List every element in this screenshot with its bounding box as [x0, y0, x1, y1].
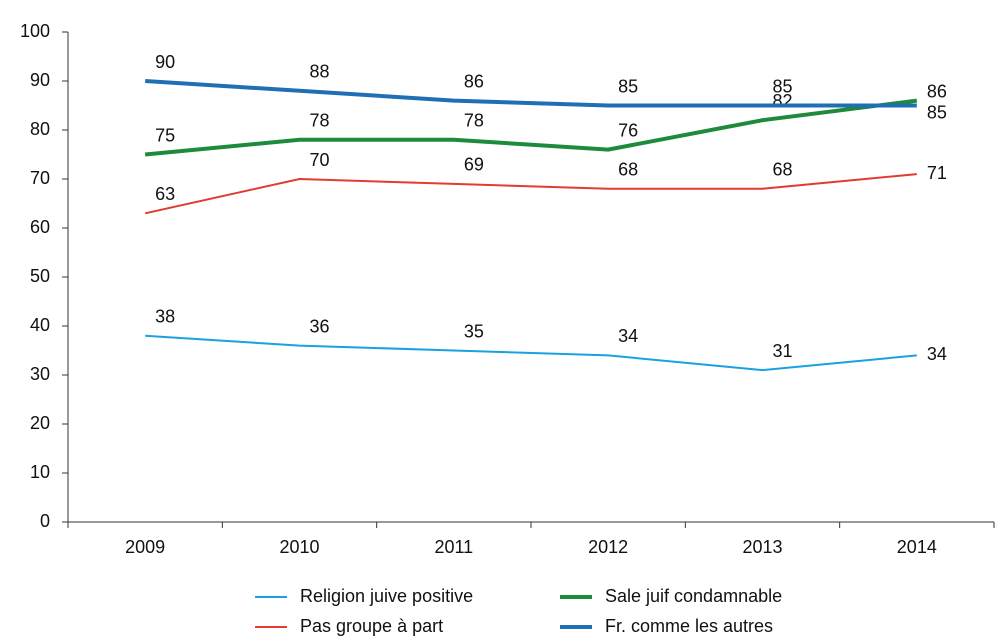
y-tick-label: 100 [20, 21, 50, 41]
y-tick-label: 70 [30, 168, 50, 188]
data-label: 78 [464, 111, 484, 131]
data-label: 36 [309, 316, 329, 336]
series-line [144, 173, 917, 215]
data-label: 69 [464, 155, 484, 175]
data-label: 68 [772, 160, 792, 180]
x-tick-label: 2014 [897, 537, 937, 557]
data-label: 76 [618, 120, 638, 140]
data-label: 34 [618, 326, 638, 346]
y-tick-label: 20 [30, 413, 50, 433]
y-tick-label: 50 [30, 266, 50, 286]
y-tick-label: 10 [30, 462, 50, 482]
x-tick-label: 2012 [588, 537, 628, 557]
x-tick-label: 2010 [279, 537, 319, 557]
y-tick-label: 80 [30, 119, 50, 139]
data-label: 70 [309, 150, 329, 170]
series-line [145, 334, 917, 372]
y-tick-label: 60 [30, 217, 50, 237]
data-label: 31 [772, 341, 792, 361]
data-label: 71 [927, 163, 947, 183]
data-label: 34 [927, 344, 947, 364]
data-label: 78 [309, 111, 329, 131]
series-line [145, 79, 917, 108]
legend-label: Religion juive positive [300, 586, 473, 606]
data-label: 86 [464, 71, 484, 91]
data-label: 90 [155, 52, 175, 72]
data-label: 68 [618, 160, 638, 180]
x-tick-label: 2011 [434, 537, 473, 557]
data-label: 85 [618, 76, 638, 96]
data-label: 35 [464, 321, 484, 341]
data-label: 63 [155, 184, 175, 204]
data-label: 75 [155, 125, 175, 145]
legend-label: Fr. comme les autres [605, 616, 773, 636]
y-tick-label: 0 [40, 511, 50, 531]
y-tick-label: 90 [30, 70, 50, 90]
y-tick-label: 40 [30, 315, 50, 335]
data-label: 86 [927, 81, 947, 101]
x-tick-label: 2013 [742, 537, 782, 557]
x-tick-label: 2009 [125, 537, 165, 557]
legend-label: Sale juif condamnable [605, 586, 782, 606]
y-tick-label: 30 [30, 364, 50, 384]
legend-label: Pas groupe à part [300, 616, 443, 636]
series-line [144, 98, 918, 157]
data-label: 38 [155, 307, 175, 327]
data-label: 88 [309, 62, 329, 82]
data-label: 85 [927, 102, 947, 122]
data-label: 85 [772, 76, 792, 96]
